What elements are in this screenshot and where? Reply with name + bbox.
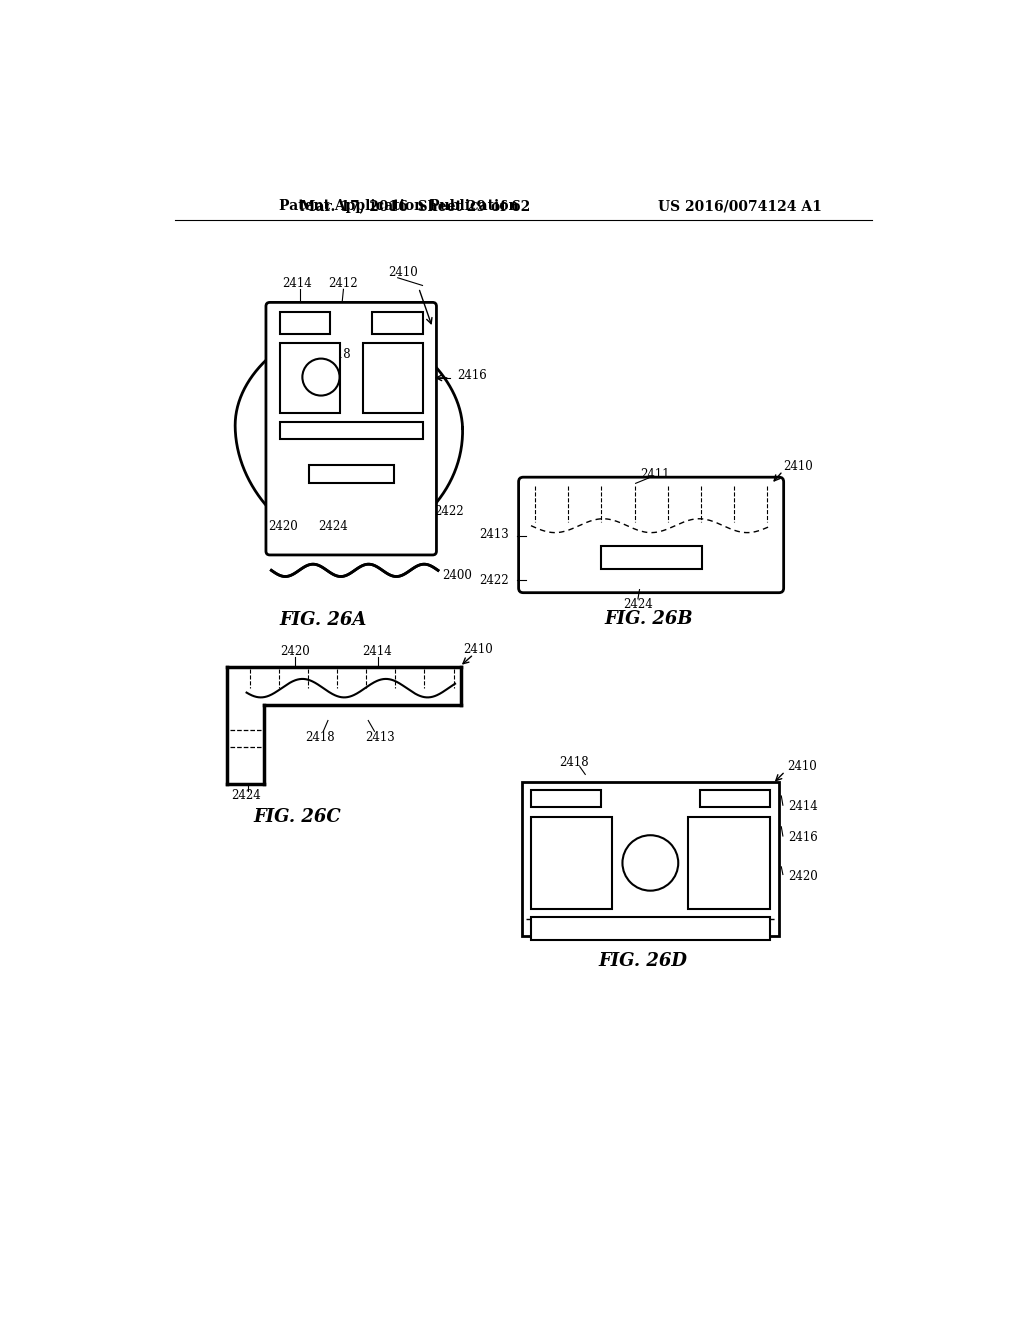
Text: 2416: 2416 bbox=[458, 370, 487, 381]
FancyBboxPatch shape bbox=[280, 313, 331, 334]
Text: 2413: 2413 bbox=[479, 528, 509, 541]
Text: FIG. 26A: FIG. 26A bbox=[280, 611, 367, 630]
Text: Patent Application Publication: Patent Application Publication bbox=[280, 199, 519, 213]
FancyBboxPatch shape bbox=[531, 789, 601, 807]
FancyBboxPatch shape bbox=[531, 817, 612, 909]
Polygon shape bbox=[271, 564, 438, 609]
FancyBboxPatch shape bbox=[688, 817, 770, 909]
Text: 2422: 2422 bbox=[479, 574, 509, 587]
Text: 2424: 2424 bbox=[231, 789, 261, 803]
FancyBboxPatch shape bbox=[601, 545, 701, 569]
FancyBboxPatch shape bbox=[372, 313, 423, 334]
Text: 2400: 2400 bbox=[442, 569, 472, 582]
Text: 2420: 2420 bbox=[268, 520, 298, 533]
Text: 2416: 2416 bbox=[788, 832, 818, 843]
FancyBboxPatch shape bbox=[700, 789, 770, 807]
FancyBboxPatch shape bbox=[518, 478, 783, 593]
Text: US 2016/0074124 A1: US 2016/0074124 A1 bbox=[658, 199, 822, 213]
Text: 2411: 2411 bbox=[640, 467, 670, 480]
Text: 2413: 2413 bbox=[365, 731, 394, 744]
Text: 2420: 2420 bbox=[281, 644, 310, 657]
Text: FIG. 26D: FIG. 26D bbox=[599, 952, 688, 970]
Text: FIG. 26B: FIG. 26B bbox=[604, 610, 693, 628]
Text: 2418: 2418 bbox=[559, 755, 589, 768]
Text: 2422: 2422 bbox=[434, 504, 464, 517]
FancyBboxPatch shape bbox=[308, 465, 394, 483]
Text: 2410: 2410 bbox=[783, 459, 813, 473]
FancyBboxPatch shape bbox=[280, 343, 340, 412]
Text: 2420: 2420 bbox=[788, 870, 818, 883]
FancyBboxPatch shape bbox=[362, 343, 423, 412]
Text: 2412: 2412 bbox=[329, 277, 358, 289]
Text: 2414: 2414 bbox=[362, 644, 392, 657]
Text: 2424: 2424 bbox=[623, 598, 653, 611]
FancyBboxPatch shape bbox=[266, 302, 436, 554]
Text: Mar. 17, 2016  Sheet 29 of 62: Mar. 17, 2016 Sheet 29 of 62 bbox=[300, 199, 529, 213]
FancyBboxPatch shape bbox=[531, 917, 770, 940]
Text: 2410: 2410 bbox=[388, 265, 418, 279]
Text: 2424: 2424 bbox=[318, 520, 348, 533]
FancyBboxPatch shape bbox=[521, 781, 779, 936]
Text: 2418: 2418 bbox=[321, 348, 350, 362]
Text: 2414: 2414 bbox=[788, 800, 818, 813]
FancyBboxPatch shape bbox=[280, 422, 423, 440]
Text: 2410: 2410 bbox=[786, 760, 816, 774]
Text: 2410: 2410 bbox=[463, 643, 493, 656]
Text: 2414: 2414 bbox=[282, 277, 312, 289]
Text: FIG. 26C: FIG. 26C bbox=[253, 808, 341, 826]
Text: 2418: 2418 bbox=[305, 731, 335, 744]
